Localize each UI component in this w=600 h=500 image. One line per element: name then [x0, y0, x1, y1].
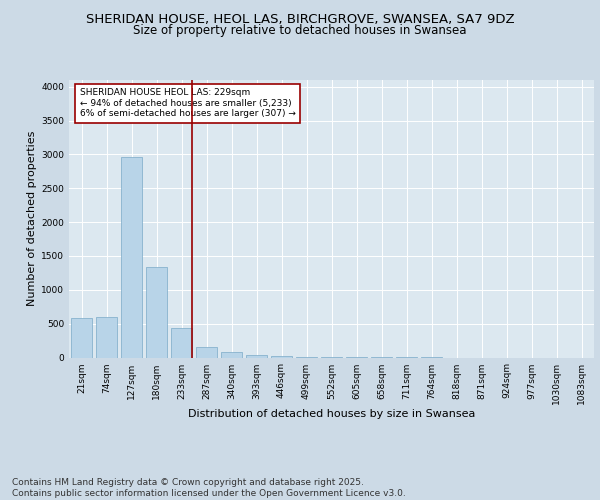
Text: Size of property relative to detached houses in Swansea: Size of property relative to detached ho…: [133, 24, 467, 37]
Bar: [271, 356, 292, 358]
Text: Contains HM Land Registry data © Crown copyright and database right 2025.
Contai: Contains HM Land Registry data © Crown c…: [12, 478, 406, 498]
Text: SHERIDAN HOUSE, HEOL LAS, BIRCHGROVE, SWANSEA, SA7 9DZ: SHERIDAN HOUSE, HEOL LAS, BIRCHGROVE, SW…: [86, 12, 514, 26]
Bar: [171, 328, 192, 358]
Bar: [146, 267, 167, 358]
X-axis label: Distribution of detached houses by size in Swansea: Distribution of detached houses by size …: [188, 408, 475, 418]
Bar: [96, 317, 117, 358]
Bar: [121, 157, 142, 358]
Bar: [196, 346, 217, 358]
Bar: [221, 352, 242, 358]
Bar: [296, 357, 317, 358]
Bar: [246, 355, 267, 358]
Y-axis label: Number of detached properties: Number of detached properties: [27, 131, 37, 306]
Text: SHERIDAN HOUSE HEOL LAS: 229sqm
← 94% of detached houses are smaller (5,233)
6% : SHERIDAN HOUSE HEOL LAS: 229sqm ← 94% of…: [79, 88, 295, 118]
Bar: [71, 318, 92, 358]
